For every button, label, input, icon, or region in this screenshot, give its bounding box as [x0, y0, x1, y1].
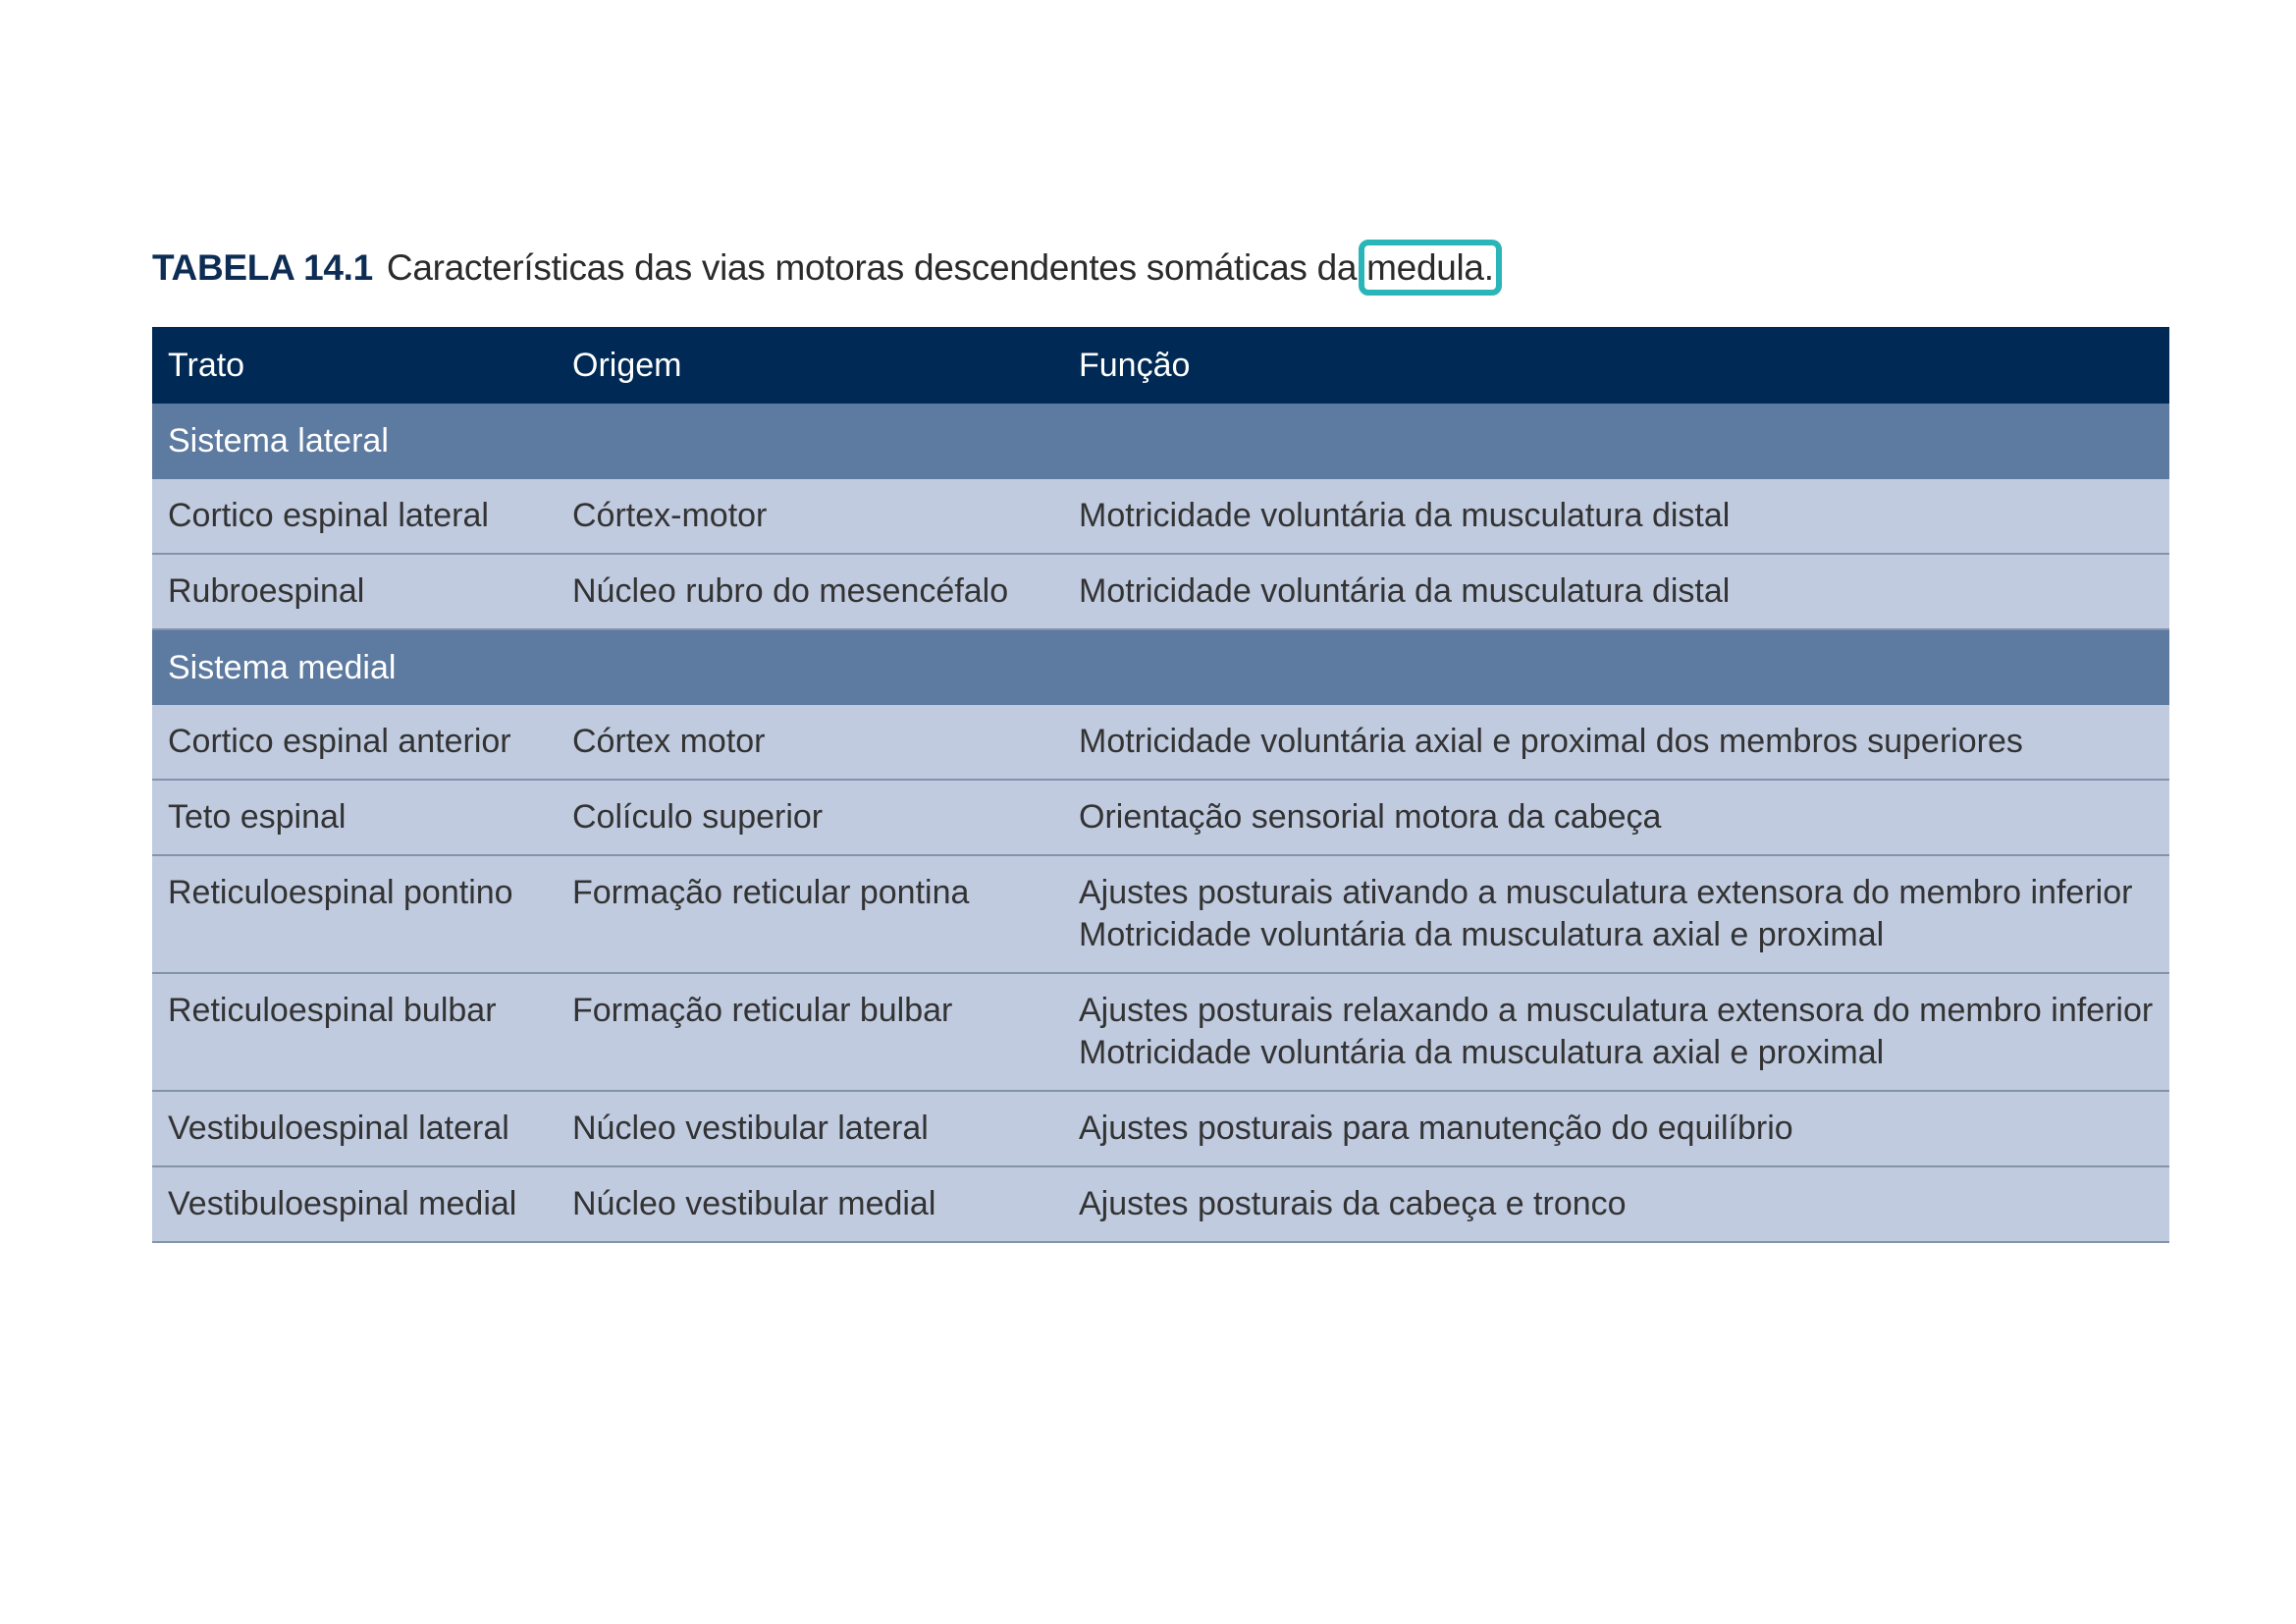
- cell-trato: Cortico espinal lateral: [168, 497, 489, 534]
- cell-trato: Vestibuloespinal lateral: [168, 1110, 509, 1147]
- funcao-line: Orientação sensorial motora da cabeça: [1079, 798, 1662, 836]
- section-row: Sistema lateral: [152, 404, 2169, 479]
- cell-trato: Cortico espinal anterior: [168, 723, 511, 760]
- table-row: Cortico espinal anterior Córtex motor Motr…: [152, 705, 2169, 780]
- cell-funcao: Motricidade voluntária axial e proximal …: [1063, 705, 2169, 780]
- header-origem: Origem: [572, 346, 682, 384]
- caption-text: Características das vias motoras descend…: [386, 247, 1358, 288]
- funcao-line: Motricidade voluntária da musculatura di…: [1079, 497, 1731, 534]
- table-number: TABELA 14.1: [152, 247, 373, 288]
- table-header-row: Trato Origem Função: [152, 327, 2169, 404]
- cell-funcao: Ajustes posturais para manutenção do equ…: [1063, 1091, 2169, 1166]
- section-title: Sistema lateral: [168, 422, 389, 460]
- table-row: Cortico espinal lateral Córtex-motor Motri…: [152, 479, 2169, 554]
- funcao-line: Motricidade voluntária axial e proximal …: [1079, 723, 2023, 760]
- cell-origem: Córtex motor: [572, 723, 766, 760]
- table-row: Reticuloespinal pontino Formação reticula…: [152, 855, 2169, 973]
- table-row: Vestibuloespinal medial Núcleo vestibular…: [152, 1166, 2169, 1242]
- cell-trato: Teto espinal: [168, 798, 347, 836]
- header-funcao: Função: [1079, 346, 1191, 384]
- cell-origem: Núcleo vestibular medial: [572, 1185, 936, 1222]
- table-row: Rubroespinal Núcleo rubro do mesencéfalo M…: [152, 554, 2169, 629]
- header-trato: Trato: [168, 346, 245, 384]
- cell-origem: Formação reticular pontina: [572, 874, 970, 911]
- cell-origem: Córtex-motor: [572, 497, 768, 534]
- cell-origem: Formação reticular bulbar: [572, 992, 953, 1029]
- cell-funcao: Motricidade voluntária da musculatura di…: [1063, 479, 2169, 554]
- funcao-line: Motricidade voluntária da musculatura ax…: [1079, 1034, 1885, 1071]
- cell-trato: Vestibuloespinal medial: [168, 1185, 517, 1222]
- cell-funcao: Ajustes posturais ativando a musculatura…: [1063, 855, 2169, 973]
- cell-origem: Núcleo vestibular lateral: [572, 1110, 929, 1147]
- cell-funcao: Motricidade voluntária da musculatura di…: [1063, 554, 2169, 629]
- table-row: Vestibuloespinal lateral Núcleo vestibula…: [152, 1091, 2169, 1166]
- highlighted-word: medula.: [1359, 240, 1502, 296]
- funcao-line: Ajustes posturais para manutenção do equ…: [1079, 1110, 1793, 1147]
- funcao-line: Ajustes posturais da cabeça e tronco: [1079, 1185, 1627, 1222]
- table-row: Reticuloespinal bulbar Formação reticular…: [152, 973, 2169, 1091]
- cell-funcao: Ajustes posturais relaxando a musculatur…: [1063, 973, 2169, 1091]
- table-row: Teto espinal Colículo superior Orientação …: [152, 780, 2169, 855]
- funcao-line: Motricidade voluntária da musculatura di…: [1079, 572, 1731, 610]
- motor-pathways-table: Trato Origem Função Sistema lateral Corti…: [152, 327, 2169, 1243]
- cell-origem: Núcleo rubro do mesencéfalo: [572, 572, 1009, 610]
- cell-trato: Reticuloespinal bulbar: [168, 992, 497, 1029]
- funcao-line: Ajustes posturais relaxando a musculatur…: [1079, 992, 2154, 1029]
- section-row: Sistema medial: [152, 629, 2169, 705]
- table-caption: TABELA 14.1 Características das vias moto…: [152, 240, 1502, 296]
- cell-trato: Reticuloespinal pontino: [168, 874, 513, 911]
- cell-funcao: Orientação sensorial motora da cabeça: [1063, 780, 2169, 855]
- cell-trato: Rubroespinal: [168, 572, 365, 610]
- section-title: Sistema medial: [168, 648, 397, 686]
- funcao-line: Motricidade voluntária da musculatura ax…: [1079, 916, 1885, 953]
- funcao-line: Ajustes posturais ativando a musculatura…: [1079, 874, 2133, 911]
- cell-funcao: Ajustes posturais da cabeça e tronco: [1063, 1166, 2169, 1242]
- cell-origem: Colículo superior: [572, 798, 824, 836]
